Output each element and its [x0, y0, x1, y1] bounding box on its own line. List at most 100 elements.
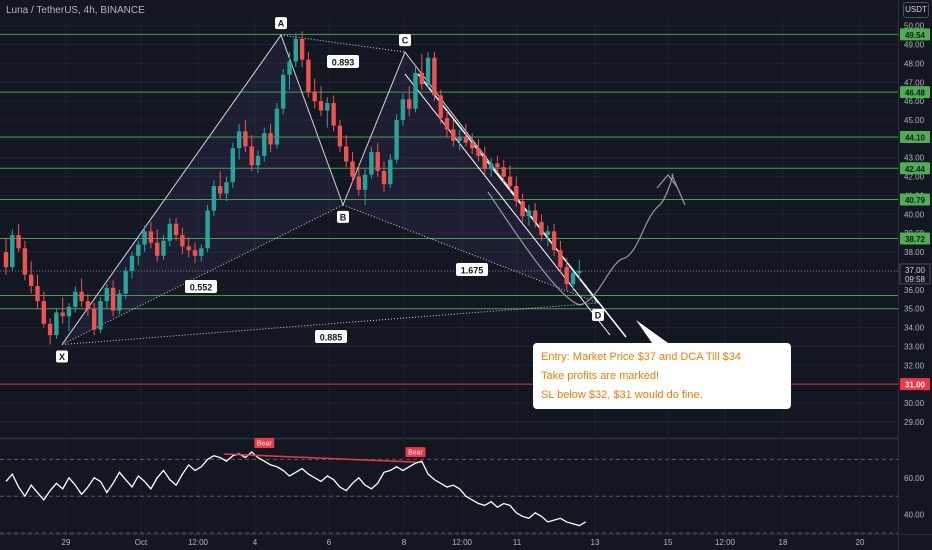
level-price-label: 49.54 [905, 31, 926, 40]
candle-body [29, 274, 34, 287]
pattern-point-label: X [59, 352, 65, 362]
candle-body [318, 101, 324, 111]
candle-body [123, 270, 128, 294]
candle-body [331, 103, 336, 126]
candle-body [350, 161, 355, 177]
candle-body [419, 72, 424, 85]
pattern-ratio-label: 0.552 [190, 283, 213, 293]
candle-body [564, 267, 569, 285]
candle-body [470, 142, 475, 149]
pattern-point-badge [56, 350, 68, 363]
candle-body [41, 301, 46, 324]
pattern-point-label: B [340, 212, 347, 222]
time-axis-label: 18 [779, 538, 788, 547]
candle-body [224, 182, 229, 194]
candle-body [192, 250, 198, 256]
candle-body [425, 57, 431, 85]
candle-body [325, 103, 330, 111]
level-price-tag [900, 193, 930, 206]
level-price-label: 40.79 [905, 196, 926, 205]
level-price-tag [900, 378, 930, 391]
price-tick-label: 46.00 [904, 97, 925, 106]
pattern-point-label: D [595, 311, 602, 321]
candle-body [73, 291, 78, 307]
pattern-point-badge [592, 309, 604, 322]
pattern-point-label: A [278, 19, 285, 29]
level-price-label: 38.72 [905, 235, 926, 244]
pattern-ratio-label: 1.675 [461, 266, 484, 276]
projected-path [487, 173, 686, 306]
candle-body [173, 223, 179, 236]
price-tick-label: 43.00 [904, 154, 925, 163]
level-price-tag [900, 28, 930, 41]
pattern-ratio-line [342, 204, 599, 304]
candle-body [558, 250, 563, 268]
current-price-label: 37.00 [905, 266, 926, 275]
divergence-label: Bear [257, 440, 272, 447]
candle-body [451, 129, 456, 141]
price-tick-label: 45.00 [904, 116, 925, 125]
candle-body [236, 131, 242, 149]
candle-body [306, 59, 311, 92]
time-axis-label: 12:00 [188, 538, 209, 547]
price-tick-label: 40.00 [904, 210, 925, 219]
price-tick-label: 50.00 [904, 22, 925, 31]
price-tick-label: 47.00 [904, 78, 925, 87]
candle-body [155, 242, 160, 256]
candle-body [533, 210, 538, 222]
time-axis-label: 8 [402, 538, 407, 547]
price-tick-label: 36.00 [904, 286, 925, 295]
candle-body [161, 240, 166, 256]
candle-body [249, 146, 254, 166]
candle-body [167, 223, 172, 241]
time-axis-label: 6 [327, 538, 332, 547]
candle-body [274, 108, 280, 145]
pattern-point-badge [399, 34, 411, 47]
candle-body [10, 235, 15, 268]
candle-body [22, 248, 28, 275]
pattern-ratio-label: 0.885 [320, 333, 343, 343]
candle-body [262, 133, 267, 156]
candle-body [551, 231, 557, 251]
candle-body [268, 133, 273, 145]
time-axis-label: 11 [513, 538, 522, 547]
rsi-tick-label: 40.00 [904, 511, 925, 520]
candle-body [92, 308, 97, 330]
candle-body [488, 163, 494, 170]
level-price-label: 44.10 [905, 133, 926, 142]
candle-body [337, 125, 343, 147]
candle-body [356, 176, 361, 190]
level-price-tag [900, 232, 930, 245]
divergence-badge [405, 447, 426, 458]
candle-body [230, 148, 235, 183]
candle-body [205, 210, 210, 249]
candle-body [281, 74, 286, 109]
candle-body [482, 155, 487, 170]
currency-button[interactable]: USDT [903, 2, 929, 18]
candle-body [457, 136, 462, 141]
candle-body [407, 99, 412, 109]
candle-body [199, 248, 204, 256]
candle-body [218, 186, 223, 194]
candle-body [186, 246, 191, 251]
level-price-label: 46.48 [905, 89, 926, 98]
candle-body [577, 270, 582, 273]
price-tick-label: 32.00 [904, 361, 925, 370]
candle-body [255, 155, 261, 166]
candle-body [507, 176, 513, 187]
candle-body [129, 255, 135, 271]
candle-body [85, 301, 91, 309]
candle-body [136, 244, 141, 256]
time-axis-label: 29 [62, 538, 71, 547]
pattern-ratio-badge [327, 55, 359, 68]
level-price-label: 42.44 [905, 165, 926, 174]
candle-body [369, 152, 374, 175]
chart-title: Luna / TetherUS, 4h, BINANCE [6, 5, 145, 16]
candle-body [312, 91, 317, 102]
candle-body [463, 136, 469, 143]
candle-body [570, 272, 576, 285]
candle-body [413, 72, 418, 109]
candle-body [400, 99, 406, 121]
price-tick-label: 34.00 [904, 324, 925, 333]
